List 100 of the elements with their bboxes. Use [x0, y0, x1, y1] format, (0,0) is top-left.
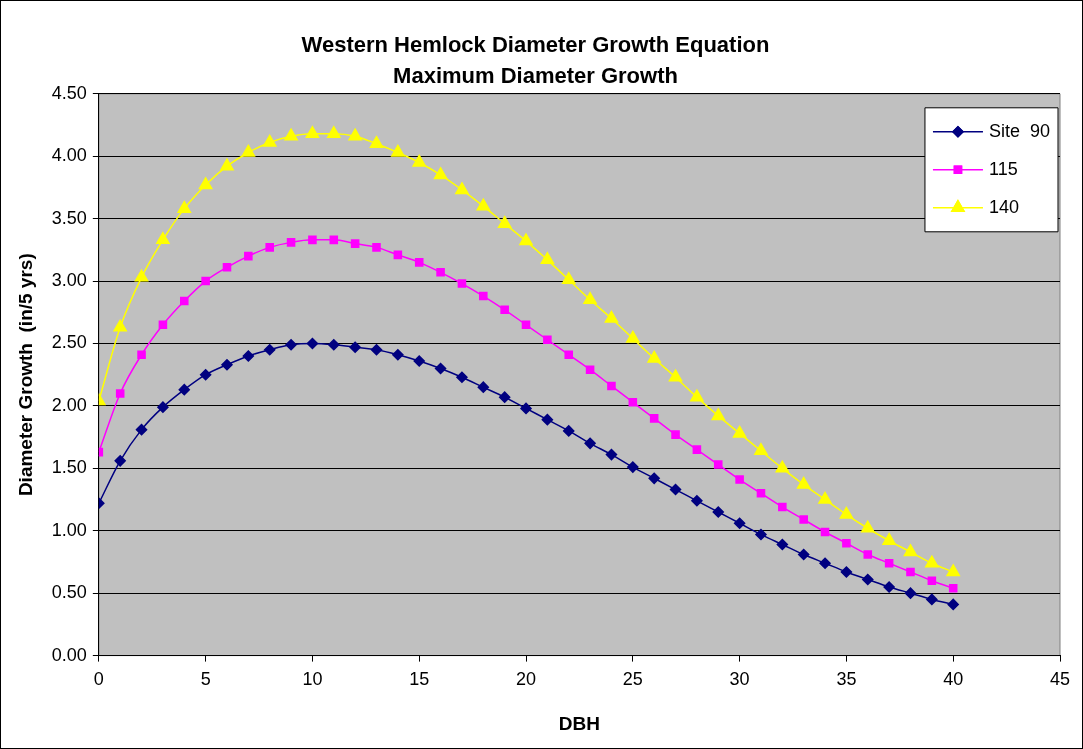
point — [329, 235, 339, 245]
point — [158, 320, 168, 330]
point — [393, 250, 403, 260]
point — [457, 279, 467, 288]
point — [177, 200, 192, 213]
point — [839, 506, 854, 519]
point — [350, 239, 360, 248]
point — [649, 414, 659, 423]
point — [668, 369, 683, 382]
point — [370, 343, 383, 356]
y-tick-label: 1.50 — [51, 457, 87, 478]
legend-label: Site 90 — [988, 120, 1051, 141]
y-tick-label: 4.00 — [51, 145, 87, 166]
point — [691, 495, 703, 507]
point — [690, 389, 704, 402]
y-axis-title: Diameter Growth (in/5 yrs) — [14, 253, 36, 497]
point — [585, 365, 595, 374]
point — [199, 368, 212, 381]
point — [797, 548, 810, 561]
legend-label: 140 — [988, 196, 1020, 217]
x-tick-label: 10 — [302, 669, 323, 690]
point — [326, 126, 341, 138]
y-tick-label: 3.00 — [51, 270, 87, 291]
point — [948, 583, 958, 593]
point — [796, 476, 811, 489]
point — [883, 581, 895, 593]
point — [712, 506, 724, 518]
point — [434, 362, 447, 375]
point — [756, 489, 766, 498]
x-tick-label: 30 — [729, 669, 750, 690]
point — [221, 358, 233, 371]
point — [433, 167, 448, 180]
y-tick-label: 2.00 — [51, 394, 87, 415]
point — [262, 134, 277, 147]
point — [135, 423, 148, 436]
x-tick-label: 45 — [1049, 669, 1071, 690]
point — [561, 272, 576, 285]
legend-label: 115 — [988, 158, 1018, 179]
x-axis-title: DBH — [558, 712, 600, 734]
point — [775, 460, 790, 473]
point — [541, 413, 554, 426]
point — [604, 310, 619, 323]
point — [819, 557, 831, 569]
point — [647, 350, 661, 363]
point — [179, 296, 189, 306]
x-tick-label: 5 — [200, 669, 211, 690]
point — [628, 397, 638, 407]
point — [862, 573, 874, 586]
x-tick-label: 0 — [93, 669, 104, 690]
point — [114, 455, 126, 467]
point — [755, 528, 767, 541]
point — [562, 425, 575, 437]
y-tick-label: 3.50 — [51, 207, 87, 228]
point — [671, 430, 680, 439]
x-tick-label: 40 — [943, 669, 964, 690]
x-tick-label: 35 — [836, 669, 857, 690]
point — [392, 348, 404, 361]
point — [669, 483, 682, 496]
point — [476, 198, 491, 211]
point — [201, 276, 210, 286]
point — [605, 448, 618, 461]
point — [134, 269, 149, 282]
point — [178, 383, 191, 396]
point — [735, 475, 744, 484]
point — [391, 144, 405, 157]
point — [413, 355, 425, 367]
point — [584, 437, 596, 450]
point — [156, 232, 170, 245]
point — [711, 408, 726, 421]
point — [754, 443, 768, 456]
point — [733, 517, 746, 530]
point — [263, 343, 276, 356]
point — [840, 566, 853, 578]
point — [115, 389, 125, 398]
point — [436, 268, 445, 277]
y-tick-label: 0.00 — [51, 644, 87, 665]
point — [286, 238, 296, 247]
point — [713, 460, 723, 469]
point — [583, 292, 597, 305]
point — [627, 461, 639, 473]
point — [412, 154, 427, 167]
point — [543, 335, 552, 345]
y-tick-label: 4.50 — [51, 82, 87, 103]
point — [540, 252, 555, 265]
point — [284, 128, 298, 141]
point — [306, 337, 319, 350]
point — [222, 263, 232, 272]
point — [477, 381, 490, 393]
x-tick-label: 15 — [409, 669, 430, 690]
point — [884, 558, 894, 568]
point — [157, 401, 169, 413]
point — [626, 330, 640, 343]
point — [456, 371, 468, 383]
point — [818, 491, 832, 504]
chart-subtitle: Maximum Diameter Growth — [393, 62, 678, 88]
point — [241, 144, 256, 157]
point — [198, 177, 213, 190]
point — [500, 305, 509, 315]
point — [564, 350, 574, 360]
chart-title: Western Hemlock Diameter Growth Equation — [301, 32, 770, 58]
